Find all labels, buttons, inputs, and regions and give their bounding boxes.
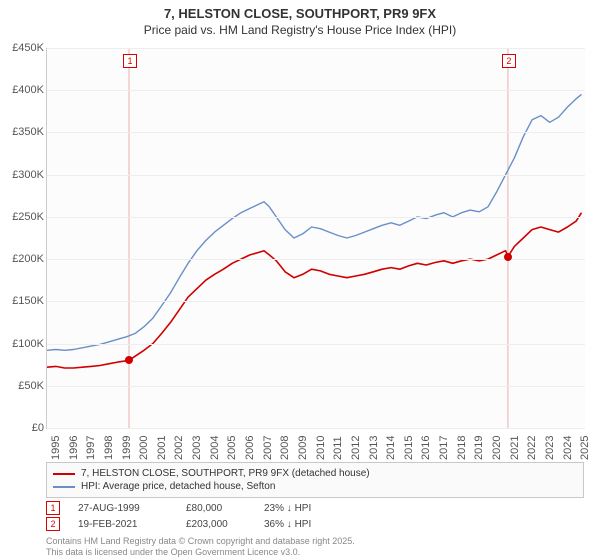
- sale-dot-icon: [125, 356, 133, 364]
- txn-price: £203,000: [186, 519, 246, 530]
- y-axis-tick: £450K: [0, 42, 44, 54]
- legend-box: 7, HELSTON CLOSE, SOUTHPORT, PR9 9FX (de…: [46, 462, 584, 498]
- y-axis-tick: £250K: [0, 211, 44, 223]
- legend-label-hpi: HPI: Average price, detached house, Seft…: [81, 481, 275, 492]
- gridline: [47, 90, 585, 91]
- x-axis-tick: 2005: [226, 436, 238, 460]
- table-row: 2 19-FEB-2021 £203,000 36% ↓ HPI: [46, 516, 344, 532]
- legend-swatch-price-paid: [53, 473, 75, 475]
- legend-swatch-hpi: [53, 486, 75, 488]
- x-axis-tick: 2000: [138, 436, 150, 460]
- x-axis-tick: 2013: [368, 436, 380, 460]
- x-axis-tick: 2019: [473, 436, 485, 460]
- chart-subtitle: Price paid vs. HM Land Registry's House …: [0, 23, 600, 41]
- y-axis-tick: £300K: [0, 169, 44, 181]
- y-axis-tick: £350K: [0, 126, 44, 138]
- sale-dot-icon: [504, 253, 512, 261]
- x-axis-tick: 2025: [579, 436, 591, 460]
- gridline: [47, 175, 585, 176]
- legend-row: 7, HELSTON CLOSE, SOUTHPORT, PR9 9FX (de…: [53, 467, 577, 480]
- x-axis-tick: 1996: [68, 436, 80, 460]
- x-axis-tick: 1999: [121, 436, 133, 460]
- gridline: [47, 48, 585, 49]
- x-axis-tick: 1997: [85, 436, 97, 460]
- x-axis-tick: 2009: [297, 436, 309, 460]
- gridline: [47, 386, 585, 387]
- y-axis-tick: £150K: [0, 295, 44, 307]
- credit-line1: Contains HM Land Registry data © Crown c…: [46, 536, 355, 546]
- sale-marker-box: 2: [502, 54, 516, 68]
- x-axis-tick: 2006: [244, 436, 256, 460]
- gridline: [47, 217, 585, 218]
- x-axis-tick: 2016: [420, 436, 432, 460]
- txn-date: 27-AUG-1999: [78, 503, 168, 514]
- y-axis-tick: £400K: [0, 84, 44, 96]
- x-axis-tick: 2002: [173, 436, 185, 460]
- x-axis-tick: 2020: [491, 436, 503, 460]
- x-axis-tick: 2007: [262, 436, 274, 460]
- x-axis-tick: 2003: [191, 436, 203, 460]
- x-axis-tick: 2010: [315, 436, 327, 460]
- x-axis-tick: 2012: [350, 436, 362, 460]
- chart-title: 7, HELSTON CLOSE, SOUTHPORT, PR9 9FX: [0, 0, 600, 23]
- gridline: [47, 132, 585, 133]
- credit-line2: This data is licensed under the Open Gov…: [46, 547, 300, 557]
- y-axis-tick: £50K: [0, 380, 44, 392]
- txn-marker-icon: 1: [46, 501, 60, 515]
- transaction-table: 1 27-AUG-1999 £80,000 23% ↓ HPI 2 19-FEB…: [46, 500, 344, 532]
- chart-area: 12: [46, 48, 585, 429]
- x-axis-tick: 2001: [156, 436, 168, 460]
- x-axis-tick: 2023: [544, 436, 556, 460]
- x-axis-tick: 2004: [209, 436, 221, 460]
- x-axis-tick: 2024: [562, 436, 574, 460]
- legend-label-price-paid: 7, HELSTON CLOSE, SOUTHPORT, PR9 9FX (de…: [81, 468, 370, 479]
- legend-row: HPI: Average price, detached house, Seft…: [53, 480, 577, 493]
- txn-price: £80,000: [186, 503, 246, 514]
- x-axis-tick: 2011: [332, 436, 344, 460]
- y-axis-tick: £200K: [0, 253, 44, 265]
- x-axis-tick: 1995: [50, 436, 62, 460]
- gridline: [47, 344, 585, 345]
- x-axis-tick: 2018: [456, 436, 468, 460]
- txn-date: 19-FEB-2021: [78, 519, 168, 530]
- txn-note: 36% ↓ HPI: [264, 519, 344, 530]
- credit-text: Contains HM Land Registry data © Crown c…: [46, 536, 355, 558]
- y-axis-tick: £100K: [0, 338, 44, 350]
- gridline: [47, 301, 585, 302]
- x-axis-tick: 2017: [438, 436, 450, 460]
- chart-svg: [47, 48, 585, 428]
- sale-marker-box: 1: [123, 54, 137, 68]
- y-axis-tick: £0: [0, 422, 44, 434]
- x-axis-tick: 2008: [279, 436, 291, 460]
- table-row: 1 27-AUG-1999 £80,000 23% ↓ HPI: [46, 500, 344, 516]
- txn-note: 23% ↓ HPI: [264, 503, 344, 514]
- x-axis-tick: 2021: [509, 436, 521, 460]
- x-axis-tick: 2022: [526, 436, 538, 460]
- x-axis-tick: 2015: [403, 436, 415, 460]
- x-axis-tick: 2014: [385, 436, 397, 460]
- x-axis-tick: 1998: [103, 436, 115, 460]
- txn-marker-icon: 2: [46, 517, 60, 531]
- gridline: [47, 428, 585, 429]
